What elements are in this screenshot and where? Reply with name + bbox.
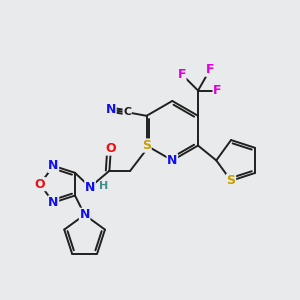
Text: O: O: [106, 142, 116, 155]
Text: N: N: [167, 154, 178, 167]
Text: N: N: [106, 103, 116, 116]
Text: O: O: [35, 178, 45, 191]
Text: S: S: [142, 139, 151, 152]
Text: C: C: [123, 107, 131, 117]
Text: N: N: [80, 208, 90, 221]
Text: F: F: [206, 63, 214, 76]
Text: F: F: [177, 68, 186, 81]
Text: N: N: [85, 181, 95, 194]
Text: N: N: [48, 159, 59, 172]
Text: S: S: [226, 174, 236, 187]
Text: H: H: [99, 181, 108, 191]
Text: N: N: [48, 196, 59, 209]
Text: F: F: [213, 84, 222, 97]
